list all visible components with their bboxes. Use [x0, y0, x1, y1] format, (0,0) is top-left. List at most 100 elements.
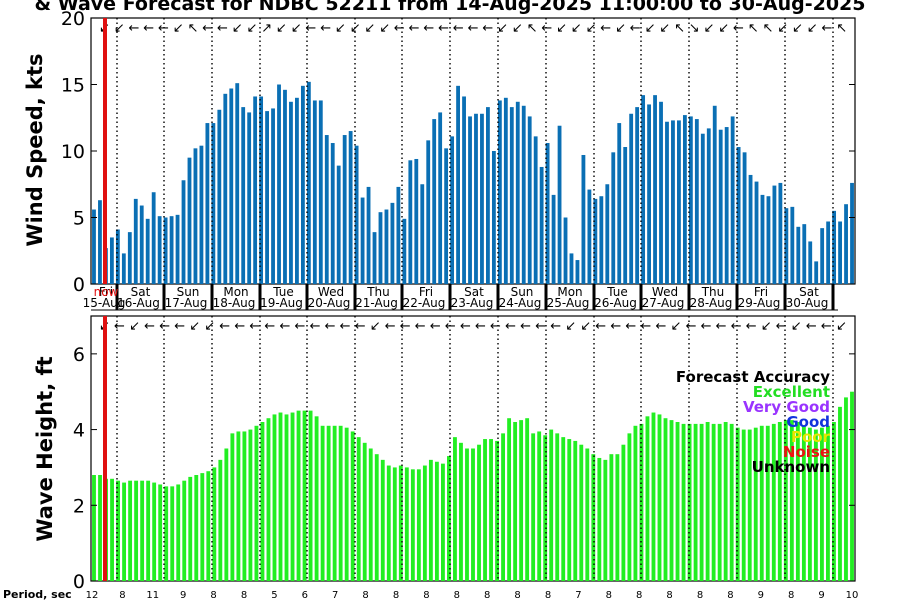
data-bar	[121, 253, 126, 284]
data-bar	[747, 429, 752, 581]
data-bar	[271, 108, 275, 284]
direction-arrow: ←	[305, 21, 316, 36]
data-bar	[390, 202, 395, 284]
period-values: 12 8 11 9 8 8 5 6 7 8 8 8 8 8 8 8 7 8 8 8 8 8 9 8 9 10	[86, 590, 859, 600]
period-value: 9	[758, 590, 764, 600]
data-bar	[380, 459, 385, 581]
data-bar	[447, 456, 451, 581]
y-tick-label: 10	[61, 141, 85, 163]
data-bar	[182, 480, 187, 581]
direction-arrow: ↖	[748, 21, 759, 36]
date-label: 17-Aug	[165, 296, 208, 310]
data-bar	[575, 260, 580, 284]
direction-arrow: ↖	[836, 21, 847, 36]
data-bar	[110, 478, 114, 581]
period-value: 8	[423, 590, 429, 600]
data-bar	[807, 427, 812, 581]
direction-arrow: ↙	[580, 319, 591, 334]
data-bar	[802, 224, 807, 284]
data-bar	[627, 433, 632, 581]
data-bar	[218, 459, 223, 581]
data-bar	[718, 129, 723, 284]
date-label: 24-Aug	[499, 296, 542, 310]
date-label: 20-Aug	[308, 296, 351, 310]
direction-arrow: ←	[144, 319, 155, 334]
data-bar	[348, 131, 353, 284]
data-bar	[754, 181, 759, 284]
data-bar	[471, 448, 475, 581]
data-bar	[832, 422, 836, 581]
direction-arrow: ←	[394, 21, 405, 36]
direction-arrow: ↙	[247, 21, 258, 36]
data-bar	[164, 486, 169, 581]
data-bar	[850, 391, 854, 581]
data-bar	[591, 454, 596, 581]
data-bar	[354, 145, 359, 284]
data-bar	[789, 420, 794, 581]
data-bar	[408, 160, 413, 284]
date-label: 25-Aug	[547, 296, 590, 310]
data-bar	[181, 180, 186, 284]
data-bar	[820, 228, 825, 284]
day-of-week-label: Fri	[419, 285, 433, 299]
direction-arrow: ↙	[335, 21, 346, 36]
direction-arrow: ←	[114, 319, 125, 334]
data-bar	[621, 444, 626, 581]
data-bar	[374, 454, 379, 581]
data-bar	[533, 136, 538, 284]
data-bar	[653, 95, 657, 284]
data-bar	[838, 221, 842, 284]
data-bar	[623, 147, 628, 284]
data-bar	[477, 444, 481, 581]
day-of-week-label: Sat	[131, 285, 151, 299]
data-bar	[116, 480, 120, 581]
data-bar	[140, 480, 145, 581]
data-bar	[259, 96, 264, 284]
data-bar	[557, 125, 562, 284]
direction-arrow: ↖	[188, 21, 199, 36]
data-bar	[193, 148, 198, 284]
direction-arrow: ←	[355, 319, 366, 334]
day-of-week-label: Sun	[177, 285, 200, 299]
date-label: 23-Aug	[451, 296, 494, 310]
data-bar	[289, 101, 293, 284]
data-bar	[338, 425, 343, 581]
data-bar	[158, 484, 163, 581]
data-bar	[615, 454, 620, 581]
direction-arrow: ←	[600, 21, 611, 36]
data-bar	[187, 157, 192, 284]
data-bar	[635, 107, 640, 284]
data-bar	[748, 174, 753, 284]
data-bar	[342, 135, 347, 284]
data-bar	[657, 414, 662, 581]
data-bar	[320, 425, 325, 581]
data-bar	[687, 423, 692, 581]
period-value: 8	[362, 590, 368, 600]
data-bar	[428, 459, 433, 581]
data-bar	[330, 143, 335, 284]
direction-arrow: ←	[234, 319, 245, 334]
data-bar	[229, 88, 234, 285]
data-bar	[665, 121, 669, 285]
data-bar	[170, 486, 175, 581]
period-value: 6	[302, 590, 308, 600]
data-bar	[567, 439, 572, 581]
date-label: 29-Aug	[738, 296, 781, 310]
direction-arrow: ←	[776, 319, 787, 334]
y-tick-label: 4	[73, 420, 85, 442]
direction-arrow: ↙	[379, 21, 390, 36]
data-bar	[432, 119, 437, 284]
data-bar	[515, 101, 520, 284]
data-bar	[551, 194, 556, 284]
data-bar	[671, 120, 675, 284]
data-bar	[386, 465, 391, 581]
day-of-week-label: Thu	[701, 285, 725, 299]
direction-arrow: ↙	[791, 319, 802, 334]
data-bar	[844, 204, 848, 284]
data-bar	[188, 476, 193, 581]
date-label: 19-Aug	[260, 296, 303, 310]
data-bar	[850, 182, 854, 284]
data-bar	[819, 427, 824, 581]
direction-arrow: ←	[217, 21, 228, 36]
data-bar	[242, 431, 247, 581]
